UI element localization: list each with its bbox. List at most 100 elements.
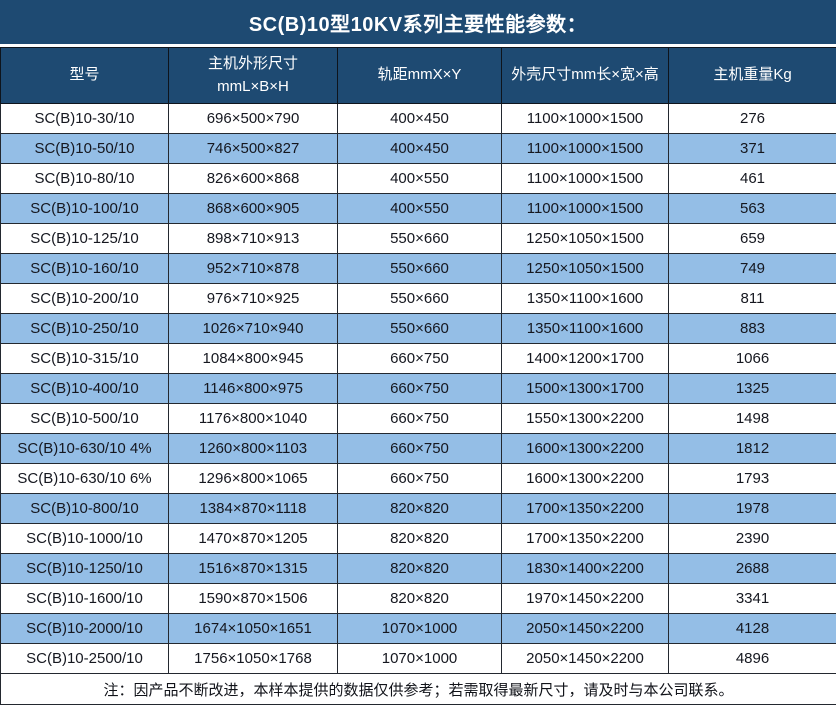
table-cell: 563: [668, 193, 836, 224]
table-cell: SC(B)10-80/10: [0, 163, 169, 194]
table-cell: 1590×870×1506: [168, 583, 338, 614]
header-shell-dimensions: 外壳尺寸mm长×宽×高: [501, 47, 669, 104]
table-cell: 1100×1000×1500: [501, 133, 669, 164]
table-cell: 1350×1100×1600: [501, 283, 669, 314]
table-cell: 1550×1300×2200: [501, 403, 669, 434]
table-cell: 1250×1050×1500: [501, 223, 669, 254]
table-cell: SC(B)10-30/10: [0, 103, 169, 134]
table-cell: SC(B)10-630/10 6%: [0, 463, 169, 494]
table-body: SC(B)10-30/10 696×500×790 400×450 1100×1000…: [0, 103, 836, 674]
table-row: SC(B)10-100/10 868×600×905 400×550 1100×100…: [0, 193, 836, 224]
table-cell: 659: [668, 223, 836, 254]
table-cell: 952×710×878: [168, 253, 338, 284]
table-cell: 276: [668, 103, 836, 134]
table-cell: 2050×1450×2200: [501, 613, 669, 644]
table-cell: SC(B)10-1600/10: [0, 583, 169, 614]
table-cell: 820×820: [337, 553, 502, 584]
table-cell: 1070×1000: [337, 613, 502, 644]
spec-table: 型号 主机外形尺寸 mmL×B×H 轨距mmX×Y 外壳尺寸mm长×宽×高 主机…: [0, 47, 836, 705]
table-cell: 400×450: [337, 103, 502, 134]
header-model: 型号: [0, 47, 169, 104]
table-cell: 1100×1000×1500: [501, 103, 669, 134]
table-cell: 461: [668, 163, 836, 194]
table-row: SC(B)10-1250/10 1516×870×1315 820×820 1830×…: [0, 553, 836, 584]
table-cell: SC(B)10-50/10: [0, 133, 169, 164]
table-row: SC(B)10-630/10 6% 1296×800×1065 660×750 160…: [0, 463, 836, 494]
header-label: 外壳尺寸mm长×宽×高: [511, 66, 659, 84]
table-cell: 898×710×913: [168, 223, 338, 254]
table-cell: SC(B)10-2500/10: [0, 643, 169, 674]
header-label: 轨距mmX×Y: [377, 66, 462, 84]
header-main-dimensions: 主机外形尺寸 mmL×B×H: [168, 47, 338, 104]
table-cell: SC(B)10-500/10: [0, 403, 169, 434]
table-cell: 1793: [668, 463, 836, 494]
table-cell: SC(B)10-315/10: [0, 343, 169, 374]
table-row: SC(B)10-80/10 826×600×868 400×550 1100×1000…: [0, 163, 836, 194]
header-sublabel: mmL×B×H: [217, 77, 289, 95]
table-cell: 1250×1050×1500: [501, 253, 669, 284]
header-label: 主机重量Kg: [713, 66, 792, 84]
page-title: SC(B)10型10KV系列主要性能参数：: [0, 0, 836, 44]
table-cell: 2390: [668, 523, 836, 554]
header-label: 型号: [69, 66, 100, 84]
table-row: SC(B)10-30/10 696×500×790 400×450 1100×1000…: [0, 103, 836, 134]
table-row: SC(B)10-500/10 1176×800×1040 660×750 1550×1…: [0, 403, 836, 434]
table-cell: 1066: [668, 343, 836, 374]
table-row: SC(B)10-800/10 1384×870×1118 820×820 1700×1…: [0, 493, 836, 524]
table-cell: 1070×1000: [337, 643, 502, 674]
title-divider: [0, 44, 836, 47]
table-cell: 820×820: [337, 523, 502, 554]
table-row: SC(B)10-2000/10 1674×1050×1651 1070×1000 20…: [0, 613, 836, 644]
header-weight: 主机重量Kg: [668, 47, 836, 104]
table-cell: 1812: [668, 433, 836, 464]
table-header: 型号 主机外形尺寸 mmL×B×H 轨距mmX×Y 外壳尺寸mm长×宽×高 主机…: [0, 47, 836, 104]
table-cell: 1325: [668, 373, 836, 404]
table-cell: SC(B)10-1250/10: [0, 553, 169, 584]
table-cell: 660×750: [337, 343, 502, 374]
table-cell: SC(B)10-800/10: [0, 493, 169, 524]
table-cell: 1600×1300×2200: [501, 463, 669, 494]
table-row: SC(B)10-200/10 976×710×925 550×660 1350×110…: [0, 283, 836, 314]
header-row: 型号 主机外形尺寸 mmL×B×H 轨距mmX×Y 外壳尺寸mm长×宽×高 主机…: [0, 47, 836, 104]
table-cell: 1470×870×1205: [168, 523, 338, 554]
footnote: 注：因产品不断改进，本样本提供的数据仅供参考；若需取得最新尺寸，请及时与本公司联…: [0, 673, 836, 705]
table-row: SC(B)10-50/10 746×500×827 400×450 1100×1000…: [0, 133, 836, 164]
table-cell: 749: [668, 253, 836, 284]
table-cell: 400×550: [337, 163, 502, 194]
table-cell: 1084×800×945: [168, 343, 338, 374]
table-cell: 1384×870×1118: [168, 493, 338, 524]
table-cell: 820×820: [337, 493, 502, 524]
table-row: SC(B)10-160/10 952×710×878 550×660 1250×105…: [0, 253, 836, 284]
table-cell: 550×660: [337, 313, 502, 344]
table-cell: 3341: [668, 583, 836, 614]
table-cell: 746×500×827: [168, 133, 338, 164]
table-cell: 696×500×790: [168, 103, 338, 134]
table-cell: SC(B)10-100/10: [0, 193, 169, 224]
table-row: SC(B)10-125/10 898×710×913 550×660 1250×105…: [0, 223, 836, 254]
table-cell: 811: [668, 283, 836, 314]
table-cell: SC(B)10-160/10: [0, 253, 169, 284]
table-cell: SC(B)10-2000/10: [0, 613, 169, 644]
table-cell: 1296×800×1065: [168, 463, 338, 494]
table-cell: 400×550: [337, 193, 502, 224]
table-cell: SC(B)10-1000/10: [0, 523, 169, 554]
table-cell: 660×750: [337, 403, 502, 434]
table-cell: SC(B)10-125/10: [0, 223, 169, 254]
table-cell: 371: [668, 133, 836, 164]
table-cell: 2688: [668, 553, 836, 584]
note-row: 注：因产品不断改进，本样本提供的数据仅供参考；若需取得最新尺寸，请及时与本公司联…: [0, 673, 836, 705]
table-row: SC(B)10-630/10 4% 1260×800×1103 660×750 160…: [0, 433, 836, 464]
table-cell: 976×710×925: [168, 283, 338, 314]
table-cell: 4896: [668, 643, 836, 674]
table-cell: 660×750: [337, 463, 502, 494]
table-cell: 1100×1000×1500: [501, 193, 669, 224]
table-cell: 1830×1400×2200: [501, 553, 669, 584]
table-footer: 注：因产品不断改进，本样本提供的数据仅供参考；若需取得最新尺寸，请及时与本公司联…: [0, 673, 836, 705]
table-cell: 1350×1100×1600: [501, 313, 669, 344]
header-rail-gauge: 轨距mmX×Y: [337, 47, 502, 104]
table-cell: 550×660: [337, 253, 502, 284]
table-cell: SC(B)10-400/10: [0, 373, 169, 404]
header-label: 主机外形尺寸: [207, 55, 298, 72]
table-cell: 2050×1450×2200: [501, 643, 669, 674]
